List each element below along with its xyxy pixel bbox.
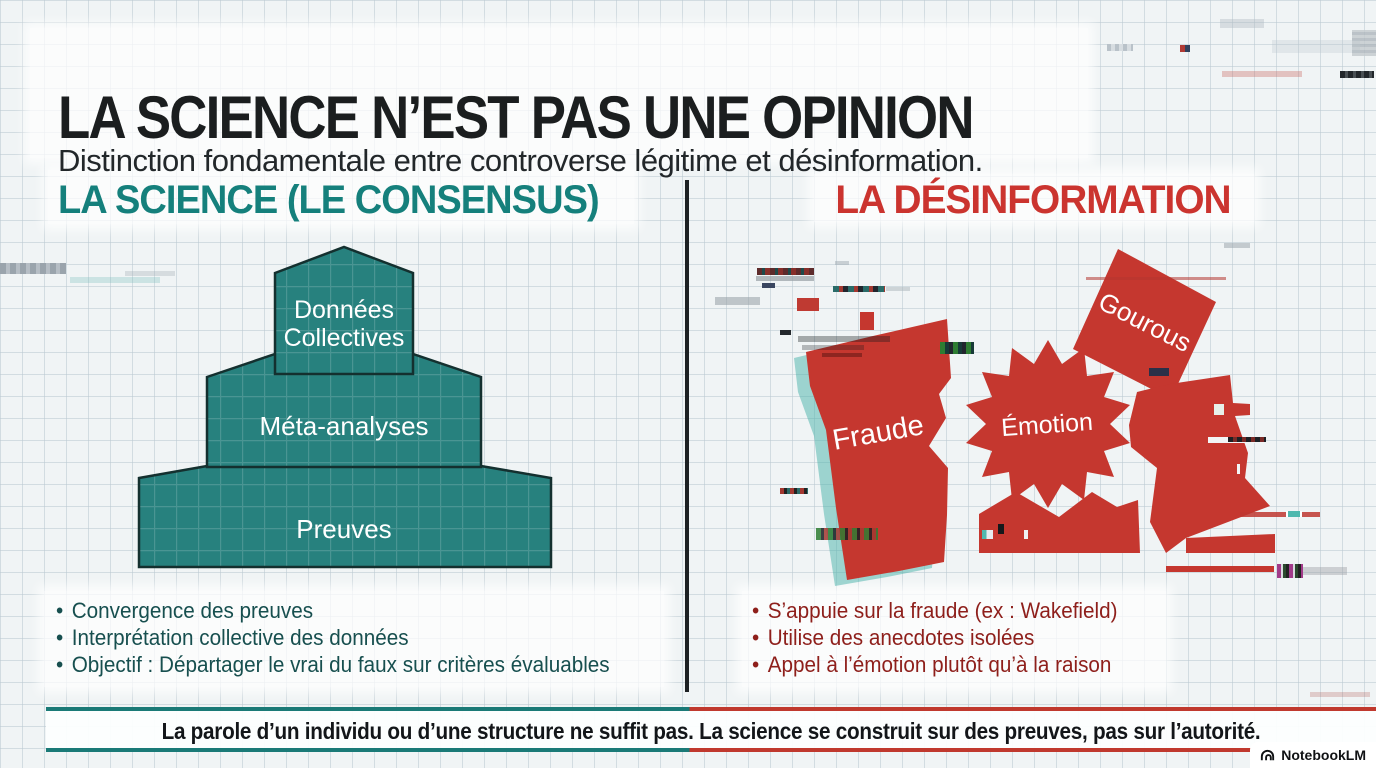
consensus-pyramid-diagram: Données Collectives Méta-analyses Preuve… bbox=[137, 245, 553, 569]
glitch-artifact bbox=[715, 297, 760, 305]
pyramid-label-meta-analyses: Méta-analyses bbox=[259, 411, 428, 441]
desinfo-bullets-backdrop bbox=[742, 591, 1166, 687]
bullet-text: Convergence des preuves bbox=[71, 598, 314, 623]
glitch-artifact bbox=[998, 524, 1004, 534]
footer-banner bbox=[46, 711, 1376, 748]
science-bullets-backdrop bbox=[44, 591, 664, 687]
disinformation-chaos-diagram: Fraude Émotion Gourous bbox=[794, 249, 1275, 586]
bullet-marker: • bbox=[56, 625, 64, 650]
bullet-text: Interprétation collective des données bbox=[71, 625, 409, 650]
bullet-text: Utilise des anecdotes isolées bbox=[767, 625, 1035, 650]
glitch-artifact bbox=[780, 330, 791, 335]
column-divider bbox=[685, 180, 689, 692]
list-item: • Appel à l’émotion plutôt qu’à la raison bbox=[752, 651, 1118, 678]
notebooklm-logo-icon bbox=[1261, 749, 1275, 760]
blob-white-square bbox=[1214, 404, 1224, 415]
footer-rule-top bbox=[46, 707, 1376, 711]
desinformation-bullet-list: • S’appuie sur la fraude (ex : Wakefield)… bbox=[752, 597, 1118, 678]
bullet-marker: • bbox=[752, 598, 760, 623]
glitch-artifact bbox=[1107, 44, 1133, 51]
glitch-artifact bbox=[1149, 368, 1169, 376]
glitch-artifact bbox=[757, 268, 814, 275]
glitch-artifact bbox=[1272, 40, 1360, 53]
right-blob-bottom-bar bbox=[1186, 534, 1275, 553]
fraude-glitch-tab bbox=[860, 312, 874, 330]
page-title: LA SCIENCE N’EST PAS UNE OPINION bbox=[58, 84, 974, 152]
page-subtitle: Distinction fondamentale entre controver… bbox=[58, 143, 983, 178]
glitch-artifact bbox=[0, 263, 66, 274]
glitch-artifact bbox=[822, 353, 862, 357]
glitch-artifact bbox=[1180, 45, 1190, 52]
footer-rule-bottom bbox=[46, 748, 1376, 752]
glitch-artifact bbox=[798, 336, 890, 342]
desinformation-column-heading: LA DÉSINFORMATION bbox=[835, 178, 1231, 222]
blob-white-tick bbox=[1237, 464, 1240, 474]
gourous-square-shape bbox=[1073, 249, 1216, 399]
glitch-artifact bbox=[125, 271, 175, 276]
list-item: • Interprétation collective des données bbox=[56, 624, 610, 651]
pyramid-label-collectives: Collectives bbox=[284, 324, 405, 352]
glitch-artifact bbox=[816, 528, 878, 540]
glitch-artifact bbox=[797, 298, 819, 311]
glitch-artifact bbox=[756, 276, 814, 281]
glitch-artifact bbox=[982, 530, 993, 539]
desinfo-heading-backdrop bbox=[814, 174, 1254, 222]
glitch-artifact bbox=[940, 342, 974, 354]
emotion-label: Émotion bbox=[1000, 407, 1094, 442]
bullet-text: Objectif : Départager le vrai du faux su… bbox=[71, 652, 610, 677]
glitch-artifact bbox=[1303, 567, 1347, 575]
bottom-red-strip bbox=[1166, 566, 1274, 572]
glitch-artifact bbox=[886, 287, 910, 291]
glitch-artifact bbox=[1340, 71, 1374, 78]
glitch-artifact bbox=[1024, 530, 1028, 539]
pyramid-tier-donnees-collectives bbox=[273, 245, 415, 376]
watermark-badge: NotebookLM bbox=[1250, 742, 1376, 768]
glitch-artifact bbox=[1220, 19, 1264, 28]
glitch-artifact bbox=[802, 345, 864, 350]
right-blob-shape bbox=[1129, 375, 1270, 553]
title-backdrop bbox=[30, 28, 1088, 158]
list-item: • Objectif : Départager le vrai du faux s… bbox=[56, 651, 610, 678]
pyramid-label-donnees: Données bbox=[294, 296, 394, 324]
glitch-artifact bbox=[1224, 243, 1250, 248]
glitch-artifact bbox=[762, 283, 775, 288]
glitch-artifact bbox=[1277, 564, 1303, 578]
list-item: • S’appuie sur la fraude (ex : Wakefield) bbox=[752, 597, 1118, 624]
glitch-artifact bbox=[835, 261, 849, 265]
glitch-artifact bbox=[1352, 30, 1376, 56]
list-item: • Convergence des preuves bbox=[56, 597, 610, 624]
glitch-artifact bbox=[1086, 277, 1226, 280]
watermark-label: NotebookLM bbox=[1281, 747, 1366, 763]
bullet-marker: • bbox=[752, 652, 760, 677]
bullet-text: Appel à l’émotion plutôt qu’à la raison bbox=[767, 652, 1112, 677]
glitch-artifact bbox=[1286, 511, 1302, 517]
glitch-artifact bbox=[1310, 692, 1370, 697]
glitch-artifact bbox=[1222, 71, 1302, 77]
bullet-marker: • bbox=[752, 625, 760, 650]
science-bullet-list: • Convergence des preuves • Interprétation… bbox=[56, 597, 610, 678]
footer-message: La parole d’un individu ou d’une structu… bbox=[161, 718, 1261, 744]
list-item: • Utilise des anecdotes isolées bbox=[752, 624, 1118, 651]
glitch-artifact bbox=[833, 286, 885, 292]
glitch-artifact bbox=[1228, 437, 1266, 442]
glitch-artifact bbox=[780, 488, 808, 494]
science-column-heading: LA SCIENCE (LE CONSENSUS) bbox=[58, 178, 600, 222]
bullet-text: S’appuie sur la fraude (ex : Wakefield) bbox=[767, 598, 1118, 623]
fraude-shape bbox=[806, 319, 951, 580]
pyramid-label-preuves: Preuves bbox=[296, 514, 391, 544]
bottom-zigzag-shape bbox=[979, 492, 1140, 553]
bullet-marker: • bbox=[56, 598, 64, 623]
glitch-artifact bbox=[70, 277, 160, 283]
science-heading-backdrop bbox=[48, 170, 634, 224]
bullet-marker: • bbox=[56, 652, 64, 677]
glitch-artifact bbox=[1240, 512, 1320, 517]
emotion-starburst-shape bbox=[966, 340, 1130, 508]
